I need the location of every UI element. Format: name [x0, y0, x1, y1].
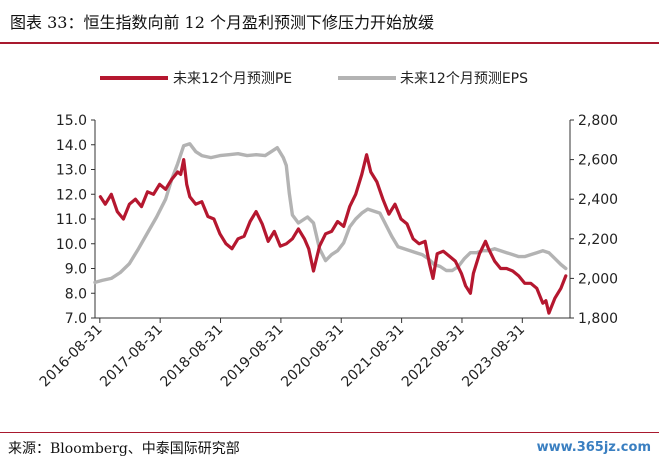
right-tick-label: 2,400 — [578, 192, 618, 208]
x-tick-label: 2016-08-31 — [37, 322, 106, 391]
source-note: 来源：Bloomberg、中泰国际研究部 — [8, 441, 240, 457]
left-tick-label: 15.0 — [56, 113, 87, 129]
left-tick-label: 12.0 — [56, 187, 87, 203]
series-layer — [93, 142, 568, 315]
right-tick-label: 2,600 — [578, 153, 618, 169]
right-tick-label: 1,800 — [578, 311, 618, 327]
left-tick-label: 10.0 — [56, 237, 87, 253]
legend-eps-label: 未来12个月预测EPS — [400, 71, 528, 87]
axes: 15.0 14.0 13.0 12.0 11.0 10.0 9.0 8.0 7.0 2,800 2,… — [37, 113, 618, 390]
x-tick-label: 2017-08-31 — [97, 322, 166, 391]
left-tick-label: 8.0 — [65, 286, 87, 302]
x-tick-label: 2018-08-31 — [158, 322, 227, 391]
legend-pe-label: 未来12个月预测PE — [173, 71, 292, 87]
right-tick-label: 2,200 — [578, 232, 618, 248]
pe-series-line — [98, 153, 568, 315]
title-bar: 图表 33：恒生指数向前 12 个月盈利预测下修压力开始放缓 — [0, 0, 659, 42]
left-tick-label: 13.0 — [56, 163, 87, 179]
left-tick-label: 9.0 — [65, 262, 87, 278]
x-tick-label: 2021-08-31 — [339, 322, 408, 391]
x-tick-label: 2022-08-31 — [399, 322, 468, 391]
left-tick-label: 14.0 — [56, 138, 87, 154]
left-tick-label: 7.0 — [65, 311, 87, 327]
x-tick-label: 2020-08-31 — [278, 322, 347, 391]
eps-series-line — [93, 142, 568, 285]
title-divider — [0, 42, 659, 44]
x-tick-label: 2019-08-31 — [218, 322, 287, 391]
x-tick-label: 2023-08-31 — [459, 322, 528, 391]
watermark: www.365jz.com — [536, 440, 651, 455]
source-divider — [0, 432, 659, 433]
right-tick-label: 2,000 — [578, 271, 618, 287]
right-tick-label: 2,800 — [578, 113, 618, 129]
legend: 未来12个月预测PE 未来12个月预测EPS — [100, 71, 528, 87]
chart: 未来12个月预测PE 未来12个月预测EPS 15.014.013.012.01… — [37, 71, 618, 390]
figure-title: 图表 33：恒生指数向前 12 个月盈利预测下修压力开始放缓 — [10, 13, 434, 32]
left-tick-label: 11.0 — [56, 212, 87, 228]
